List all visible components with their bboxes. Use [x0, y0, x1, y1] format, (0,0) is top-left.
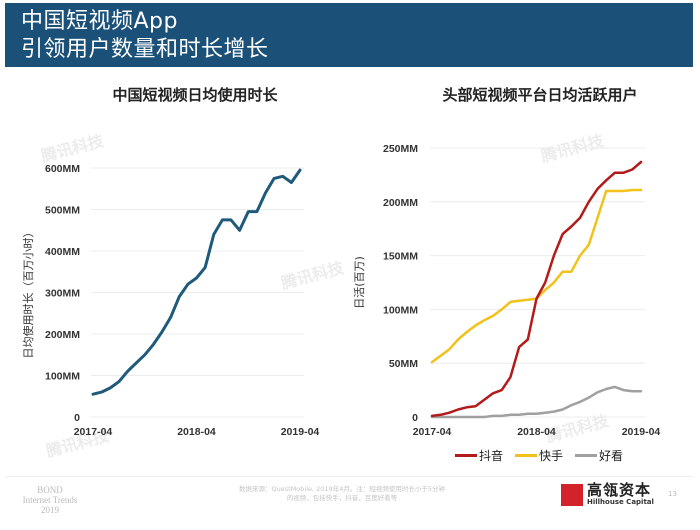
y-axis-label: 日活(百万): [353, 256, 366, 309]
y-tick-label: 200MM: [45, 329, 80, 341]
source-line1: 数据来源：QuestMobile, 2019年4月。注：短视频使用时长小于5分钟: [239, 485, 445, 493]
legend-item-kuaishou: 快手: [515, 447, 563, 464]
y-axis-label: 日均使用时长（百万小时）: [22, 227, 35, 359]
footer-divider: [5, 476, 693, 477]
y-tick-label: 0: [412, 412, 418, 424]
y-tick-label: 250MM: [383, 143, 418, 155]
y-tick-label: 200MM: [383, 197, 418, 209]
right-chart-legend: 抖音 快手 好看: [455, 447, 623, 464]
bond-line2: Internet Trends: [22, 495, 78, 505]
x-tick-label: 2017-04: [74, 426, 113, 438]
legend-item-haokan: 好看: [575, 447, 623, 464]
left-chart: 0 100MM 200MM 300MM 400MM 500MM 600MM 2017-04 20…: [22, 163, 320, 438]
y-tick-label: 100MM: [45, 371, 80, 383]
slide-header: 中国短视频App 引领用户数量和时长增长: [5, 3, 693, 67]
y-tick-label: 300MM: [45, 288, 80, 300]
x-tick-label: 2018-04: [177, 426, 216, 438]
series-line-1: [430, 188, 643, 364]
series-line-0: [430, 160, 643, 418]
legend-swatch-haokan: [575, 454, 598, 457]
y-tick-label: 150MM: [383, 251, 418, 263]
hillhouse-logo-en: Hillhouse Capital: [587, 498, 654, 506]
slide-title-line2: 引领用户数量和时长增长: [21, 37, 269, 62]
y-tick-label: 50MM: [389, 358, 418, 370]
source-note: 数据来源：QuestMobile, 2019年4月。注：短视频使用时长小于5分钟…: [212, 485, 472, 503]
legend-label-douyin: 抖音: [479, 449, 504, 463]
y-tick-label: 600MM: [45, 163, 80, 175]
legend-label-haokan: 好看: [599, 449, 624, 463]
series-line-2: [430, 385, 643, 419]
bond-logo: BOND Internet Trends 2019: [20, 485, 80, 515]
hillhouse-logo: 高瓴资本 Hillhouse Capital: [561, 483, 654, 506]
bond-line1: BOND: [37, 485, 63, 495]
y-tick-label: 400MM: [45, 246, 80, 258]
bond-line3: 2019: [41, 505, 59, 515]
x-tick-label: 2019-04: [622, 426, 661, 438]
legend-swatch-douyin: [455, 454, 477, 457]
slide-title-line1: 中国短视频App: [21, 9, 178, 34]
source-line2: 的视频，包括快手，抖音，百度好看等: [286, 494, 398, 502]
legend-swatch-kuaishou: [515, 454, 538, 457]
right-chart: 0 50MM 100MM 150MM 200MM 250MM 2017-04 2018-04 2…: [353, 143, 661, 438]
left-chart-title: 中国短视频日均使用时长: [112, 86, 278, 104]
y-tick-label: 0: [74, 412, 80, 424]
legend-item-douyin: 抖音: [455, 447, 503, 464]
x-tick-label: 2019-04: [281, 426, 320, 438]
hillhouse-logo-mark: [561, 483, 583, 506]
legend-label-kuaishou: 快手: [539, 449, 564, 463]
x-tick-label: 2017-04: [413, 426, 452, 438]
x-tick-label: 2018-04: [517, 426, 556, 438]
hillhouse-logo-cn: 高瓴资本: [587, 481, 652, 499]
page-number: 13: [668, 490, 677, 498]
right-chart-title: 头部短视频平台日均活跃用户: [442, 86, 638, 104]
y-tick-label: 500MM: [45, 205, 80, 217]
y-tick-label: 100MM: [383, 304, 418, 316]
